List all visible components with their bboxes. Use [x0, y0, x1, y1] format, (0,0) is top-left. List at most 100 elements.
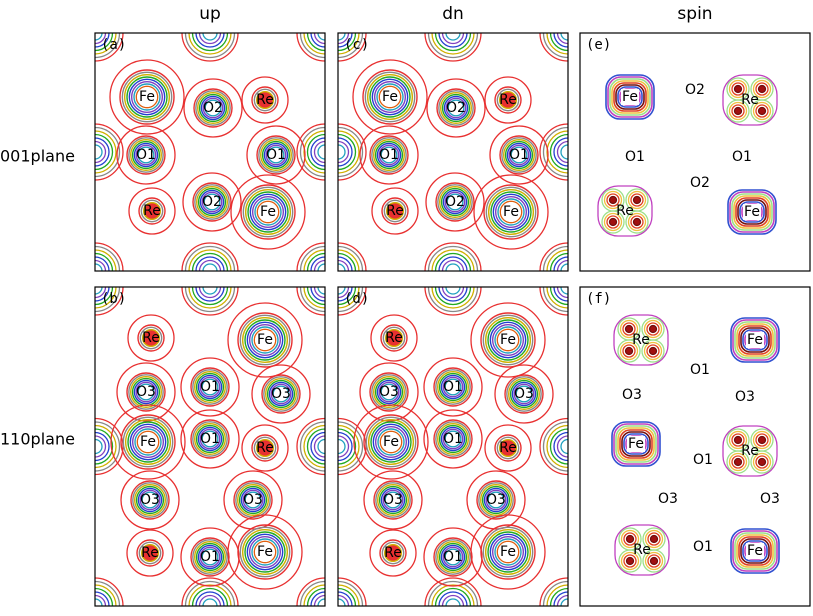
contour — [246, 533, 284, 571]
contour — [597, 185, 653, 237]
contour — [630, 193, 644, 207]
contour — [546, 424, 568, 469]
contour — [487, 491, 505, 509]
contour — [369, 135, 409, 175]
contour — [630, 215, 644, 229]
contour — [738, 325, 772, 355]
contour — [424, 577, 482, 606]
contour — [442, 546, 464, 568]
atom-label: O1 — [443, 379, 463, 395]
contour — [644, 551, 664, 571]
contour — [736, 323, 774, 357]
contour — [609, 78, 651, 116]
contour — [130, 376, 162, 408]
contour — [241, 76, 289, 124]
contour — [423, 409, 483, 469]
contour — [603, 190, 623, 210]
contour — [371, 78, 409, 116]
contour — [127, 314, 175, 362]
contour — [201, 191, 223, 213]
contour — [444, 191, 466, 213]
contour — [542, 421, 568, 472]
contour — [496, 436, 520, 460]
contour — [484, 424, 532, 472]
contour — [128, 187, 176, 235]
atom-label: Fe — [257, 332, 273, 348]
contour — [246, 321, 284, 359]
panel-frame — [94, 32, 326, 272]
contour — [627, 190, 647, 210]
contour — [138, 197, 166, 225]
atom-label: O2 — [202, 194, 222, 210]
contour — [438, 256, 468, 271]
atom-label: Fe — [382, 89, 398, 105]
contour — [436, 88, 476, 128]
contour — [370, 421, 412, 463]
contour — [642, 549, 666, 573]
contour — [201, 430, 219, 448]
contour — [254, 198, 282, 226]
contour — [382, 489, 404, 511]
contour — [733, 195, 771, 229]
contour — [483, 487, 509, 513]
atom-label: Re — [256, 92, 274, 108]
atom-label: O1 — [200, 431, 220, 447]
contour — [251, 326, 279, 354]
atom-label: Fe — [383, 434, 399, 450]
contour — [433, 367, 473, 407]
contour — [258, 137, 294, 173]
contour — [195, 90, 231, 126]
contour — [722, 74, 778, 126]
atom-label: O3 — [514, 386, 534, 402]
contour — [614, 524, 670, 576]
contour — [494, 326, 522, 354]
contour — [201, 378, 219, 396]
core — [498, 330, 518, 350]
atom-label: Fe — [503, 204, 519, 220]
contour — [195, 424, 225, 454]
contour — [431, 584, 475, 606]
atom-label: O3 — [243, 492, 263, 508]
contour — [338, 417, 367, 476]
contour — [439, 186, 471, 218]
contour — [310, 431, 325, 462]
contour — [95, 435, 107, 458]
core — [381, 432, 401, 452]
contour — [192, 539, 228, 575]
contour — [377, 484, 409, 516]
contour — [141, 328, 161, 348]
contour — [728, 101, 748, 121]
contour — [95, 424, 117, 469]
contour — [139, 326, 163, 350]
contour — [732, 530, 778, 572]
contour — [299, 126, 325, 178]
contour — [613, 82, 647, 112]
contour — [137, 487, 163, 513]
contour — [601, 210, 625, 234]
contour — [622, 322, 636, 336]
contour — [196, 186, 228, 218]
contour — [491, 535, 525, 569]
contour — [738, 536, 772, 566]
contour — [369, 372, 409, 412]
contour — [515, 385, 533, 403]
contour — [466, 470, 526, 530]
core — [258, 202, 278, 222]
contour — [131, 425, 165, 459]
atom-label: Re — [384, 545, 402, 561]
contour — [492, 193, 530, 231]
contour — [380, 487, 406, 513]
contour — [241, 316, 289, 364]
contour — [239, 314, 291, 366]
contour — [643, 319, 663, 339]
contour — [256, 200, 280, 224]
contour — [303, 424, 325, 469]
contour — [490, 191, 532, 233]
contour — [268, 381, 294, 407]
panel-label: (a) — [101, 37, 126, 53]
contour — [246, 125, 306, 185]
contour — [239, 526, 291, 578]
contour — [435, 539, 471, 575]
contour — [728, 452, 748, 472]
atom-label: O3 — [379, 384, 399, 400]
